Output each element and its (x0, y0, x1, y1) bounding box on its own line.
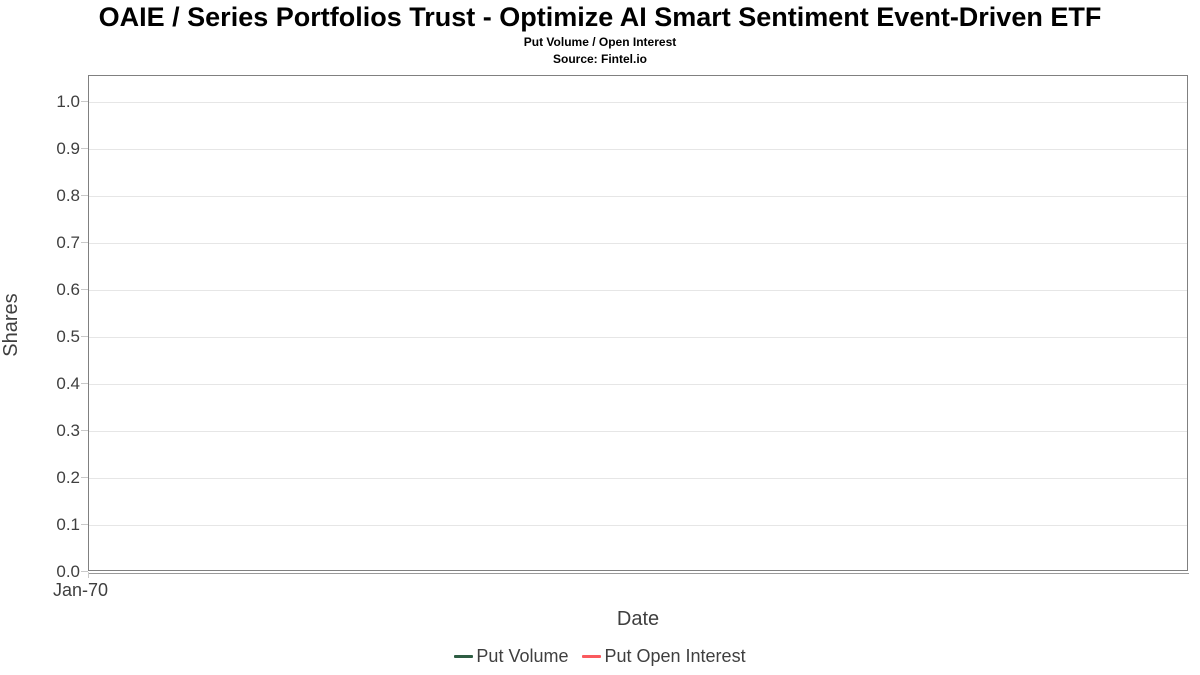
x-tick-label: Jan-70 (53, 580, 109, 600)
y-tick-label-0.0: 0.0 (56, 562, 80, 581)
chart-source-label: Source: Fintel.io (552, 52, 647, 66)
y-tick-mark-0.7 (81, 242, 88, 243)
gridline-y-0.8 (89, 196, 1187, 197)
chart-title: OAIE / Series Portfolios Trust - Optimiz… (98, 2, 1102, 32)
y-tick-mark-0.2 (81, 477, 88, 478)
y-tick-label-0.1: 0.1 (56, 515, 80, 534)
gridline-y-0.3 (89, 431, 1187, 432)
y-axis-tick-labels: 0.0 0.1 0.2 0.3 0.4 0.5 0.6 0.7 0.8 0.9 1.0 (0, 75, 80, 580)
y-tick-mark-0.4 (81, 383, 88, 384)
legend-swatch-put-volume-icon (454, 655, 474, 658)
gridline-y-0.4 (89, 384, 1187, 385)
gridline-y-1.0 (89, 102, 1187, 103)
y-tick-mark-0.9 (81, 148, 88, 149)
gridline-y-0.7 (89, 243, 1187, 244)
y-tick-mark-1.0 (81, 101, 88, 102)
plot-area (88, 75, 1188, 571)
y-tick-label-0.8: 0.8 (56, 186, 80, 205)
y-tick-mark-0.3 (81, 430, 88, 431)
y-tick-label-0.7: 0.7 (56, 233, 80, 252)
legend: Put Volume Put Open Interest (0, 646, 1200, 667)
y-tick-mark-0.8 (81, 195, 88, 196)
legend-swatch-put-open-interest-icon (582, 655, 602, 658)
chart-subtitle: Put Volume / Open Interest (523, 35, 677, 49)
legend-item-put-open-interest[interactable]: Put Open Interest (582, 646, 746, 667)
y-tick-label-0.6: 0.6 (56, 280, 80, 299)
y-tick-label-0.4: 0.4 (56, 374, 80, 393)
y-tick-label-0.9: 0.9 (56, 139, 80, 158)
y-tick-label-1.0: 1.0 (56, 92, 80, 111)
y-tick-mark-0.5 (81, 336, 88, 337)
gridline-y-0.9 (89, 149, 1187, 150)
x-tick-mark (88, 572, 89, 578)
legend-label-put-volume: Put Volume (476, 646, 569, 666)
y-tick-mark-0.0 (81, 571, 88, 572)
legend-item-put-volume[interactable]: Put Volume (454, 646, 568, 667)
gridline-y-0.2 (89, 478, 1187, 479)
y-axis-tick-marks (81, 75, 88, 572)
gridline-y-0.5 (89, 337, 1187, 338)
y-tick-mark-0.6 (81, 289, 88, 290)
x-axis-title: Date (616, 608, 660, 630)
y-axis-title: Shares (0, 293, 22, 357)
gridline-y-0.1 (89, 525, 1187, 526)
gridline-y-0.6 (89, 290, 1187, 291)
legend-label-put-open-interest: Put Open Interest (604, 646, 746, 666)
y-tick-label-0.3: 0.3 (56, 421, 80, 440)
y-tick-label-0.2: 0.2 (56, 468, 80, 487)
y-tick-label-0.5: 0.5 (56, 327, 80, 346)
y-tick-mark-0.1 (81, 524, 88, 525)
x-axis-line (88, 573, 1189, 574)
